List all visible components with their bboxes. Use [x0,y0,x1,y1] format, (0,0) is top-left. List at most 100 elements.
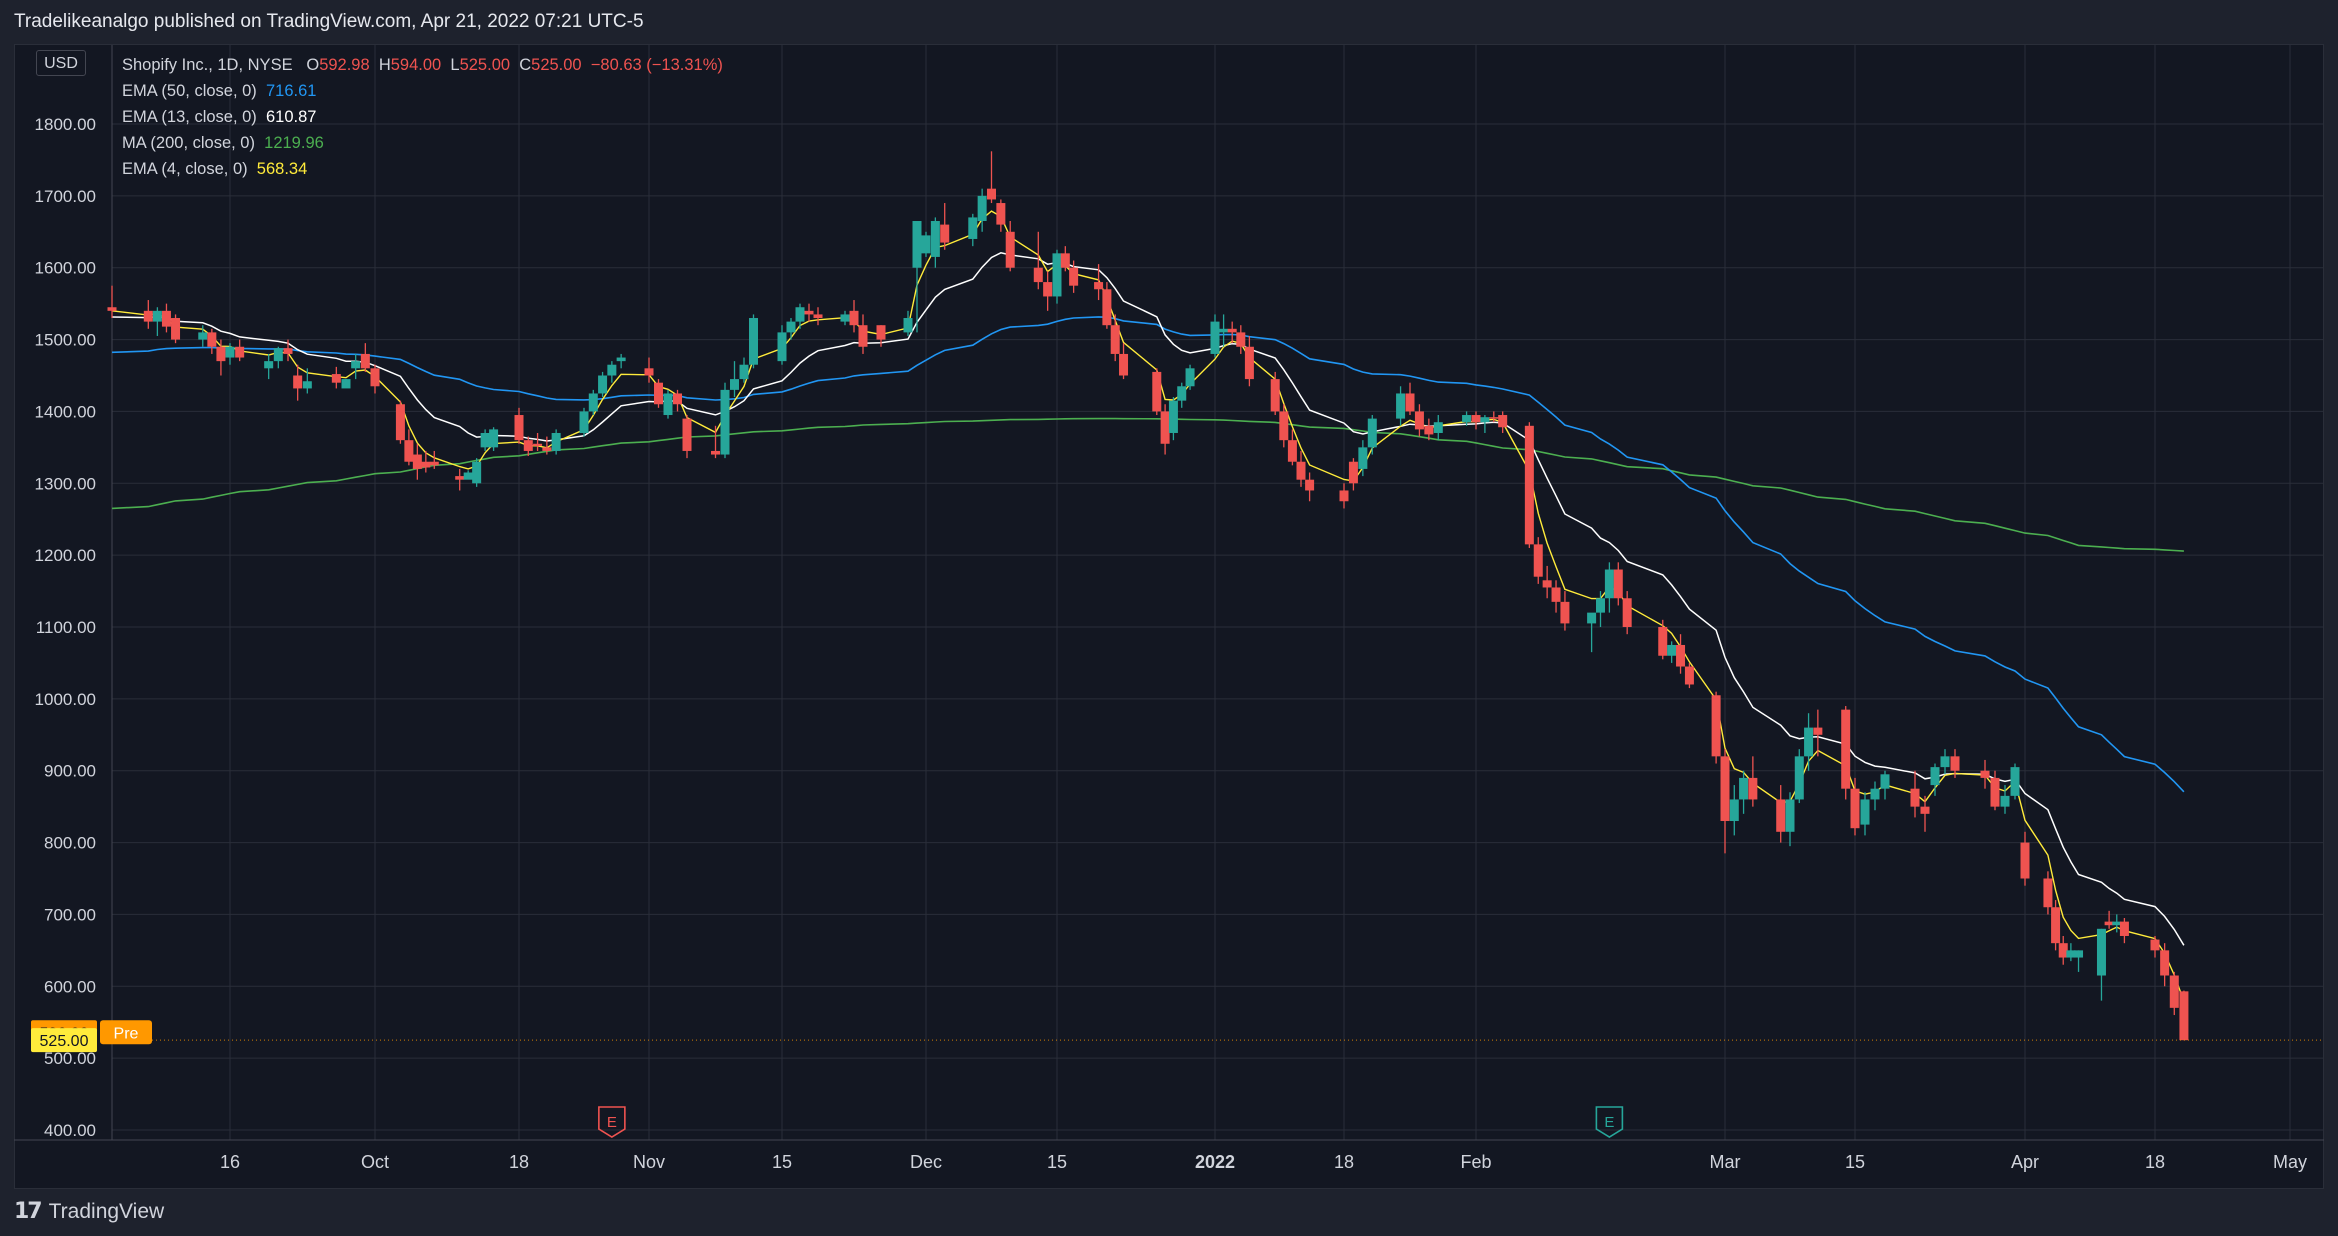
y-tick-label: 1800.00 [35,115,96,134]
candle-body [930,221,940,257]
candle-body [2150,939,2160,951]
pre-label-badge [100,1020,152,1045]
candle-body [152,310,162,322]
indicator-row[interactable]: MA (200, close, 0) 1219.96 [122,130,723,156]
candle-body [1920,806,1930,814]
candle-body [1358,447,1368,469]
candle-body [1219,328,1229,333]
candle-body [849,310,859,326]
candle-body [360,353,370,369]
candle-body [1524,425,1534,545]
candle-body [777,332,787,362]
ohlc-key-h: H [369,56,391,74]
ohlc-value-c: 525.00 [531,56,582,74]
candle-body [977,195,987,222]
x-tick-label: Apr [2011,1152,2039,1172]
currency-selector[interactable]: USD [36,50,86,76]
footer-bar: 17 TradingView [0,1189,2338,1236]
candle-body [1684,666,1694,685]
earnings-marker-label: E [607,1114,617,1131]
earnings-marker-icon[interactable] [598,1106,626,1138]
candle-body [1776,799,1786,832]
candle-body [607,364,617,376]
candle-body [198,332,208,340]
candle-body [283,348,293,354]
candle-body [1739,777,1749,800]
candle-body [1168,400,1178,433]
indicator-value: 568.34 [247,160,308,178]
indicator-row[interactable]: EMA (4, close, 0) 568.34 [122,156,723,182]
candle-body [813,314,823,319]
published-info: Tradelikeanalgo published on TradingView… [14,11,644,32]
x-tick-label: 15 [772,1152,792,1172]
candle-body [1094,282,1104,290]
chart-frame[interactable] [14,44,2324,1189]
candle-body [2043,878,2053,908]
candle-body [171,318,181,340]
candle-body [968,217,978,239]
candle-body [1287,440,1297,462]
candle-body [1729,799,1739,822]
candle-body [1227,328,1237,333]
candle-body [644,368,654,376]
candle-body [2058,943,2068,958]
candle-body [1940,756,1950,768]
candle-body [1489,417,1499,419]
y-tick-label: 1300.00 [35,474,96,493]
candle-body [2179,991,2189,1041]
candle-body [463,472,473,480]
x-tick-label: 15 [1845,1152,1865,1172]
indicator-value: 610.87 [256,108,317,126]
candle-body [903,318,913,333]
x-tick-label: 2022 [1195,1152,1235,1172]
candle-body [1720,756,1730,822]
candle-body [1794,756,1804,800]
ohlc-key-l: L [441,56,460,74]
candle-body [720,389,730,455]
indicator-value: 1219.96 [254,134,324,152]
candle-body [1596,598,1605,613]
y-tick-label: 800.00 [44,834,96,853]
indicator-row[interactable]: EMA (13, close, 0) 610.87 [122,104,723,130]
brand-name: TradingView [48,1199,165,1223]
candle-body [1841,709,1851,789]
pre-label: Pre [114,1025,139,1042]
candle-body [1367,418,1377,448]
x-tick-label: Mar [1710,1152,1741,1172]
candle-body [858,325,868,347]
candle-body [2074,950,2084,958]
candle-body [711,450,720,455]
candle-body [786,321,796,333]
x-tick-label: 18 [2145,1152,2165,1172]
candle-body [673,393,682,405]
candle-body [1119,353,1129,376]
candle-body [1850,788,1860,829]
y-tick-label: 600.00 [44,977,96,996]
candle-body [2160,950,2170,976]
candle-body [1236,332,1246,347]
candle-body [412,454,422,469]
candle-body [654,382,663,405]
candle-body [1414,411,1424,430]
candle-body [730,379,739,390]
candle-body [1658,627,1668,656]
ohlc-value-o: 592.98 [319,56,370,74]
earnings-marker-icon[interactable] [1595,1106,1624,1138]
candle-body [1043,282,1053,297]
candle-body [1604,569,1614,599]
tradingview-logo[interactable]: 17 TradingView [14,1199,164,1224]
ohlc-key-o: O [297,56,320,74]
candle-body [1339,490,1349,502]
candle-body [235,346,245,358]
candle-body [1060,253,1070,268]
candle-body [1587,612,1597,624]
x-tick-label: Nov [633,1152,665,1172]
candle-body [1160,411,1170,444]
candle-body [264,361,274,369]
indicator-value: 716.61 [256,82,317,100]
candle-body [987,188,996,200]
indicator-row[interactable]: EMA (50, close, 0) 716.61 [122,78,723,104]
candle-body [876,325,886,340]
candle-body [663,393,673,416]
